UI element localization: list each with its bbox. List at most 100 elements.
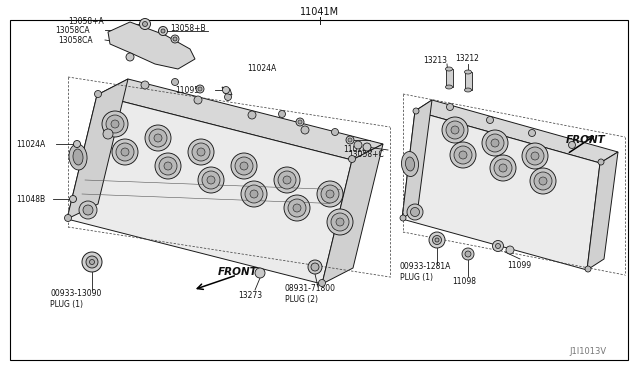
Text: 11024A: 11024A <box>16 140 45 148</box>
Circle shape <box>223 87 230 93</box>
Circle shape <box>284 195 310 221</box>
Circle shape <box>171 35 179 43</box>
Text: 00933-13090
PLUG (1): 00933-13090 PLUG (1) <box>50 289 101 309</box>
Text: 00933-1281A
PLUG (1): 00933-1281A PLUG (1) <box>400 262 451 282</box>
Circle shape <box>65 215 72 221</box>
Circle shape <box>465 251 471 257</box>
Circle shape <box>197 148 205 156</box>
Circle shape <box>346 136 354 144</box>
Circle shape <box>486 134 504 152</box>
Circle shape <box>140 19 150 29</box>
Circle shape <box>278 171 296 189</box>
Circle shape <box>451 126 459 134</box>
Circle shape <box>400 215 406 221</box>
Circle shape <box>354 141 362 149</box>
Circle shape <box>143 22 147 26</box>
Circle shape <box>447 103 454 110</box>
Circle shape <box>102 111 128 137</box>
Circle shape <box>207 176 215 184</box>
Circle shape <box>486 116 493 124</box>
Circle shape <box>526 147 544 165</box>
Circle shape <box>103 129 113 139</box>
Circle shape <box>539 177 547 185</box>
Circle shape <box>274 167 300 193</box>
Circle shape <box>283 176 291 184</box>
Circle shape <box>433 235 442 244</box>
Text: FRONT: FRONT <box>218 267 258 277</box>
Circle shape <box>319 279 326 286</box>
Circle shape <box>164 162 172 170</box>
Circle shape <box>531 152 539 160</box>
Circle shape <box>363 143 371 151</box>
Circle shape <box>194 96 202 104</box>
Polygon shape <box>415 100 618 163</box>
Circle shape <box>494 159 512 177</box>
Ellipse shape <box>445 67 452 71</box>
Circle shape <box>331 213 349 231</box>
Circle shape <box>407 204 423 220</box>
Text: 13273: 13273 <box>238 292 262 301</box>
Circle shape <box>245 185 263 203</box>
Circle shape <box>491 139 499 147</box>
Circle shape <box>235 157 253 175</box>
Text: 11024A: 11024A <box>247 64 276 73</box>
Circle shape <box>241 181 267 207</box>
Circle shape <box>326 190 334 198</box>
Circle shape <box>321 185 339 203</box>
Circle shape <box>332 128 339 135</box>
Polygon shape <box>108 22 195 69</box>
Text: 08931-71800
PLUG (2): 08931-71800 PLUG (2) <box>285 284 336 304</box>
Text: 13058CA: 13058CA <box>55 26 90 35</box>
Circle shape <box>311 263 319 271</box>
Circle shape <box>225 93 232 100</box>
Circle shape <box>126 53 134 61</box>
Text: 13212: 13212 <box>455 54 479 62</box>
Circle shape <box>248 111 256 119</box>
Circle shape <box>301 126 309 134</box>
Ellipse shape <box>69 144 87 170</box>
Circle shape <box>106 115 124 133</box>
Text: 11024A: 11024A <box>343 144 372 154</box>
Circle shape <box>529 129 536 137</box>
Circle shape <box>585 266 591 272</box>
Text: J1I1013V: J1I1013V <box>570 347 607 356</box>
Polygon shape <box>402 111 600 270</box>
Circle shape <box>429 232 445 248</box>
Text: FRONT: FRONT <box>566 135 605 145</box>
Circle shape <box>296 118 304 126</box>
Circle shape <box>442 117 468 143</box>
Circle shape <box>86 256 98 268</box>
Polygon shape <box>587 152 618 270</box>
Polygon shape <box>222 87 232 95</box>
Circle shape <box>79 201 97 219</box>
Circle shape <box>327 209 353 235</box>
Circle shape <box>522 143 548 169</box>
Circle shape <box>159 26 168 35</box>
Ellipse shape <box>465 70 472 74</box>
Circle shape <box>534 172 552 190</box>
Circle shape <box>530 168 556 194</box>
Circle shape <box>308 260 322 274</box>
Circle shape <box>149 129 167 147</box>
Circle shape <box>198 87 202 91</box>
Circle shape <box>348 138 352 142</box>
Circle shape <box>349 155 355 163</box>
Circle shape <box>172 78 179 86</box>
Circle shape <box>90 260 95 264</box>
Circle shape <box>231 153 257 179</box>
Circle shape <box>70 196 77 202</box>
Circle shape <box>145 125 171 151</box>
Circle shape <box>154 134 162 142</box>
Circle shape <box>490 155 516 181</box>
Circle shape <box>462 248 474 260</box>
Text: 11041M: 11041M <box>300 7 340 17</box>
Text: 11098: 11098 <box>452 278 476 286</box>
Text: 13058+B: 13058+B <box>170 23 205 32</box>
Text: 13213: 13213 <box>423 55 447 64</box>
Circle shape <box>459 151 467 159</box>
Circle shape <box>159 157 177 175</box>
Circle shape <box>298 120 302 124</box>
Circle shape <box>413 108 419 114</box>
Ellipse shape <box>406 157 415 171</box>
Circle shape <box>317 181 343 207</box>
